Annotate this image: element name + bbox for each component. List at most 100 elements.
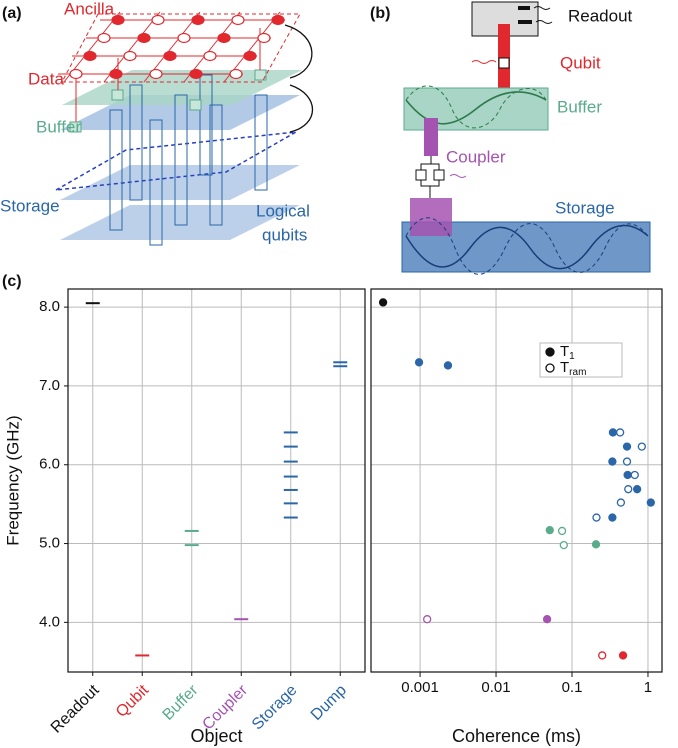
- label-qubit: Qubit: [560, 53, 601, 72]
- point: [624, 485, 633, 494]
- coupler: [424, 118, 438, 156]
- x-tick-label: Dump: [308, 682, 350, 724]
- drive: [449, 174, 467, 178]
- point: [623, 470, 632, 480]
- point: [615, 428, 625, 437]
- point: [591, 540, 601, 549]
- qubit-node: [231, 14, 245, 26]
- point: [608, 428, 618, 437]
- buffer-cube: [111, 89, 124, 101]
- y-tick-label: 8.0: [39, 298, 60, 315]
- arrow: [289, 84, 314, 133]
- point: [414, 358, 424, 367]
- column: [254, 94, 268, 191]
- point: [632, 485, 642, 494]
- diagram-a: [55, 11, 314, 246]
- point: [646, 498, 655, 507]
- label-coupler: Coupler: [446, 147, 506, 166]
- x-tick-label: Storage: [249, 682, 301, 734]
- legend-label: T1: [560, 343, 575, 362]
- point: [443, 361, 453, 370]
- point: [618, 651, 628, 660]
- buffer-cube: [189, 99, 202, 111]
- qubit-node: [97, 32, 111, 44]
- x-tick-label: 0.001: [401, 679, 439, 696]
- junction: [498, 57, 510, 69]
- point: [630, 470, 639, 480]
- mode: [405, 85, 547, 129]
- qubit-node: [243, 50, 257, 62]
- point: [542, 615, 552, 624]
- point: [545, 525, 554, 535]
- qubit-node: [163, 50, 177, 62]
- qubit-node: [123, 50, 137, 62]
- qubit-node: [109, 68, 123, 80]
- y-tick-label: 7.0: [39, 377, 60, 394]
- y-tick-label: 5.0: [39, 535, 60, 552]
- lattice: [58, 11, 301, 83]
- junction: [433, 169, 445, 181]
- x-tick-label: Buffer: [160, 681, 202, 723]
- lattice-outline: [61, 13, 301, 83]
- legend-label: Tram: [560, 359, 586, 378]
- qubit-node: [189, 68, 203, 80]
- qubit-node: [271, 14, 285, 26]
- qubit-node: [149, 68, 163, 80]
- junction: [415, 169, 427, 181]
- point: [637, 442, 646, 451]
- column: [149, 119, 163, 246]
- point: [592, 513, 601, 522]
- x-axis-label: Object: [190, 726, 242, 746]
- y-tick-label: 4.0: [39, 613, 60, 630]
- x-tick-label: 0.1: [562, 679, 583, 696]
- legend-marker: [545, 363, 555, 373]
- legend-marker: [545, 347, 555, 357]
- column: [209, 104, 223, 226]
- point: [608, 513, 617, 522]
- x-tick-label: Readout: [48, 681, 103, 736]
- label-storage: Storage: [555, 198, 615, 217]
- signal: [533, 6, 553, 24]
- panel-label: (b): [370, 5, 390, 22]
- label-readout: Readout: [568, 6, 633, 25]
- column: [199, 74, 213, 176]
- qubit-node: [217, 32, 231, 44]
- mode: [405, 217, 649, 275]
- y-axis-label: Frequency (GHz): [3, 415, 22, 545]
- label-data: Data: [28, 69, 64, 88]
- plot-frame: [67, 288, 366, 673]
- port: [518, 6, 530, 10]
- y-tick-label: 6.0: [39, 456, 60, 473]
- label-logical: Logical: [256, 201, 310, 220]
- x-tick-label: 0.01: [481, 679, 510, 696]
- point: [559, 540, 568, 550]
- qubit-node: [177, 32, 191, 44]
- point: [622, 442, 632, 451]
- label-ancilla: Ancilla: [64, 0, 115, 18]
- column: [129, 84, 143, 201]
- point: [378, 298, 388, 307]
- column: [174, 94, 188, 226]
- qubit-node: [191, 14, 205, 26]
- qubit-node: [83, 50, 97, 62]
- point: [608, 457, 617, 466]
- mode: [405, 224, 649, 270]
- diagram-b: [401, 1, 651, 275]
- qubit-node: [137, 32, 151, 44]
- legend-box: [539, 342, 623, 378]
- qubit-node: [111, 14, 125, 26]
- x-tick-label: Qubit: [113, 681, 152, 720]
- panel-label: (a): [2, 5, 22, 22]
- qubit-node: [229, 68, 243, 80]
- qubit-node: [257, 32, 271, 44]
- port: [518, 20, 532, 24]
- label-storage: Storage: [0, 196, 60, 215]
- qubit-node: [151, 14, 165, 26]
- plane: [60, 205, 300, 240]
- drive: [471, 60, 497, 64]
- x-tick-label: 1: [644, 679, 652, 696]
- label-buffer: Buffer: [557, 97, 602, 116]
- qubit-node: [69, 68, 83, 80]
